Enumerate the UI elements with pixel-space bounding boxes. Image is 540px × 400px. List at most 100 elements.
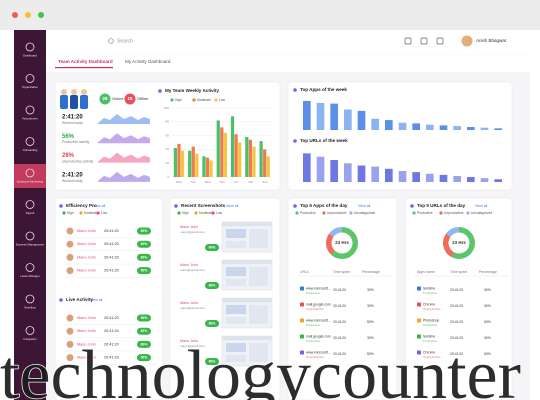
row-icon: [300, 350, 304, 355]
score: 50%: [141, 355, 148, 359]
legend-dot: [79, 211, 83, 215]
person-name: Mano John: [77, 269, 96, 273]
row-icon: [417, 302, 421, 307]
bar: [480, 127, 489, 130]
x-tick-label: Sun: [262, 180, 268, 184]
nav-label: Expense Management: [16, 243, 44, 247]
tab[interactable]: Team Activity Dashboard: [58, 59, 113, 64]
time: 20:41:20: [104, 269, 119, 273]
row-name: mail.google.com: [306, 334, 331, 338]
score: 60%: [141, 342, 148, 346]
nav-icon: [25, 105, 35, 115]
legend-label: Low: [101, 211, 108, 215]
row-name: mail.google.com: [306, 302, 331, 306]
y-tick-label: 0: [167, 175, 169, 179]
bar: [303, 100, 311, 130]
person-name: Mano John: [180, 263, 198, 267]
legend-dot: [412, 211, 416, 215]
window-dot: [12, 12, 18, 18]
offline-badge: [124, 93, 136, 105]
screenshot-bar: [222, 336, 272, 340]
tab-bar: [46, 55, 530, 72]
donut-slice: [329, 227, 342, 237]
search-box: Search: [117, 38, 133, 44]
y-tick-label: 40: [166, 147, 170, 151]
person-name: Mano John: [180, 339, 198, 343]
email: mano@gmail.com: [180, 344, 205, 348]
bar: [480, 178, 489, 182]
x-tick-label: Thu: [219, 180, 225, 184]
score-badge: [205, 320, 219, 327]
person-name: Mano John: [77, 242, 96, 246]
avatar: [66, 227, 74, 235]
score-badge: [137, 340, 151, 348]
bar: [223, 132, 227, 177]
bar: [316, 102, 325, 130]
legend-dot: [322, 211, 326, 215]
time: 20:41:20: [104, 255, 119, 259]
bar: [330, 160, 338, 182]
score: 60%: [209, 283, 216, 287]
avatar: [66, 327, 74, 335]
nav-label: Recruitment: [22, 117, 37, 121]
legend-dot: [194, 211, 198, 215]
screenshot-block: [249, 343, 268, 362]
person-head: [81, 89, 87, 95]
bar: [330, 103, 338, 130]
legend-dot: [439, 211, 443, 215]
nav-label: Payroll: [26, 211, 35, 215]
header-icon: [404, 37, 412, 45]
legend-label: Unproductive: [444, 211, 464, 215]
title-dot: [59, 298, 63, 302]
view-all[interactable]: View all: [93, 204, 106, 208]
legend-label: Moderate: [197, 98, 211, 102]
section-title: Efficiency Pro: [66, 203, 97, 208]
score: 90%: [141, 229, 148, 233]
stat-label: Worked today: [62, 179, 83, 183]
view-all[interactable]: View all: [358, 204, 371, 208]
row-icon: [300, 318, 304, 323]
bar: [467, 177, 475, 182]
bar: [180, 150, 185, 177]
view-all[interactable]: View all: [475, 204, 488, 208]
column-header: Percentage: [362, 270, 380, 274]
row-pct: 50%: [367, 320, 374, 324]
bar: [238, 142, 242, 177]
search-icon: [108, 38, 114, 44]
donut-slice: [331, 227, 359, 259]
row-time: 20:41:20: [450, 320, 463, 324]
bar: [439, 174, 448, 182]
score: 60%: [209, 245, 216, 249]
title-dot: [293, 88, 297, 92]
avatar: [66, 314, 74, 322]
x-tick-label: Sat: [248, 180, 253, 184]
bar: [385, 120, 393, 130]
view-all[interactable]: View all: [90, 298, 103, 302]
column-header: Time spent: [450, 270, 467, 274]
section-title: Recent Screenshots: [181, 203, 226, 208]
row-name: Sublime: [423, 334, 435, 338]
view-all[interactable]: View all: [226, 204, 239, 208]
person-head: [61, 89, 67, 95]
screenshot-bar: [222, 298, 272, 302]
legend-label: Uncategorized: [471, 211, 492, 215]
row-name: www.microsoft...: [306, 286, 331, 290]
title-dot: [293, 204, 297, 208]
bar: [220, 127, 224, 177]
bar: [426, 124, 434, 130]
title-dot: [59, 204, 63, 208]
row-status: Productive: [306, 339, 321, 343]
row-status: Productive: [423, 291, 438, 295]
row-icon: [300, 286, 304, 291]
person-name: Mano John: [77, 316, 96, 320]
online-label: Online: [112, 96, 124, 101]
nav-icon: [25, 231, 35, 241]
row-time: 20:41:20: [450, 352, 463, 356]
bar: [398, 171, 407, 182]
stat-label: Worked today: [62, 121, 83, 125]
tab[interactable]: My Activity Dashboard: [125, 59, 171, 64]
bar: [467, 127, 475, 130]
person-name: Mano John: [77, 329, 96, 333]
row-name: Chrome: [423, 302, 435, 306]
row-name: www.microsoft...: [306, 318, 331, 322]
